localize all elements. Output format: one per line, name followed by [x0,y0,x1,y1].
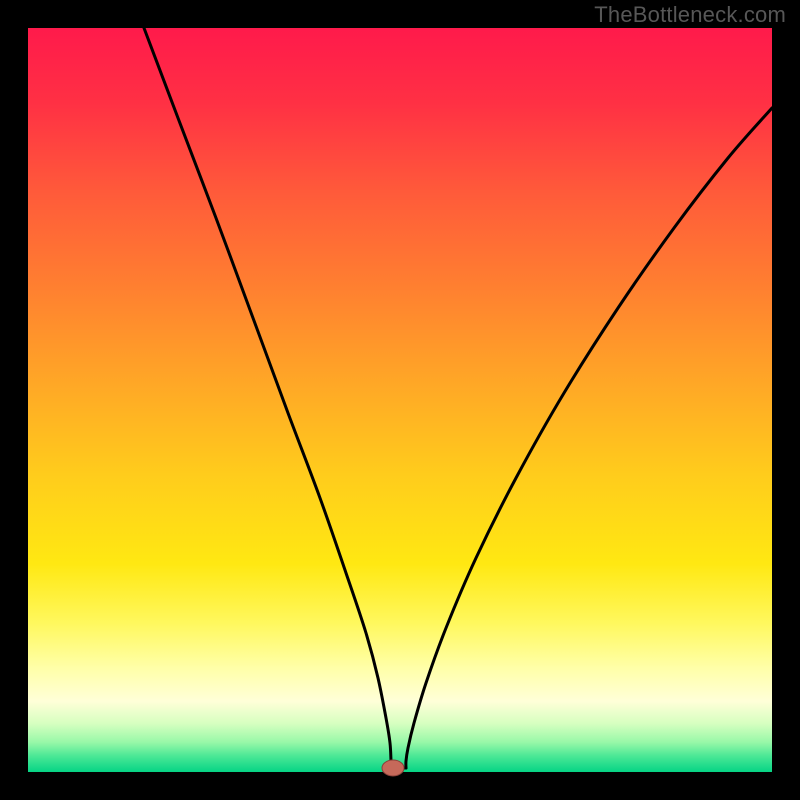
watermark-text: TheBottleneck.com [594,2,786,28]
bottleneck-chart [0,0,800,800]
plot-background [28,28,772,772]
optimal-point-marker [382,760,404,776]
